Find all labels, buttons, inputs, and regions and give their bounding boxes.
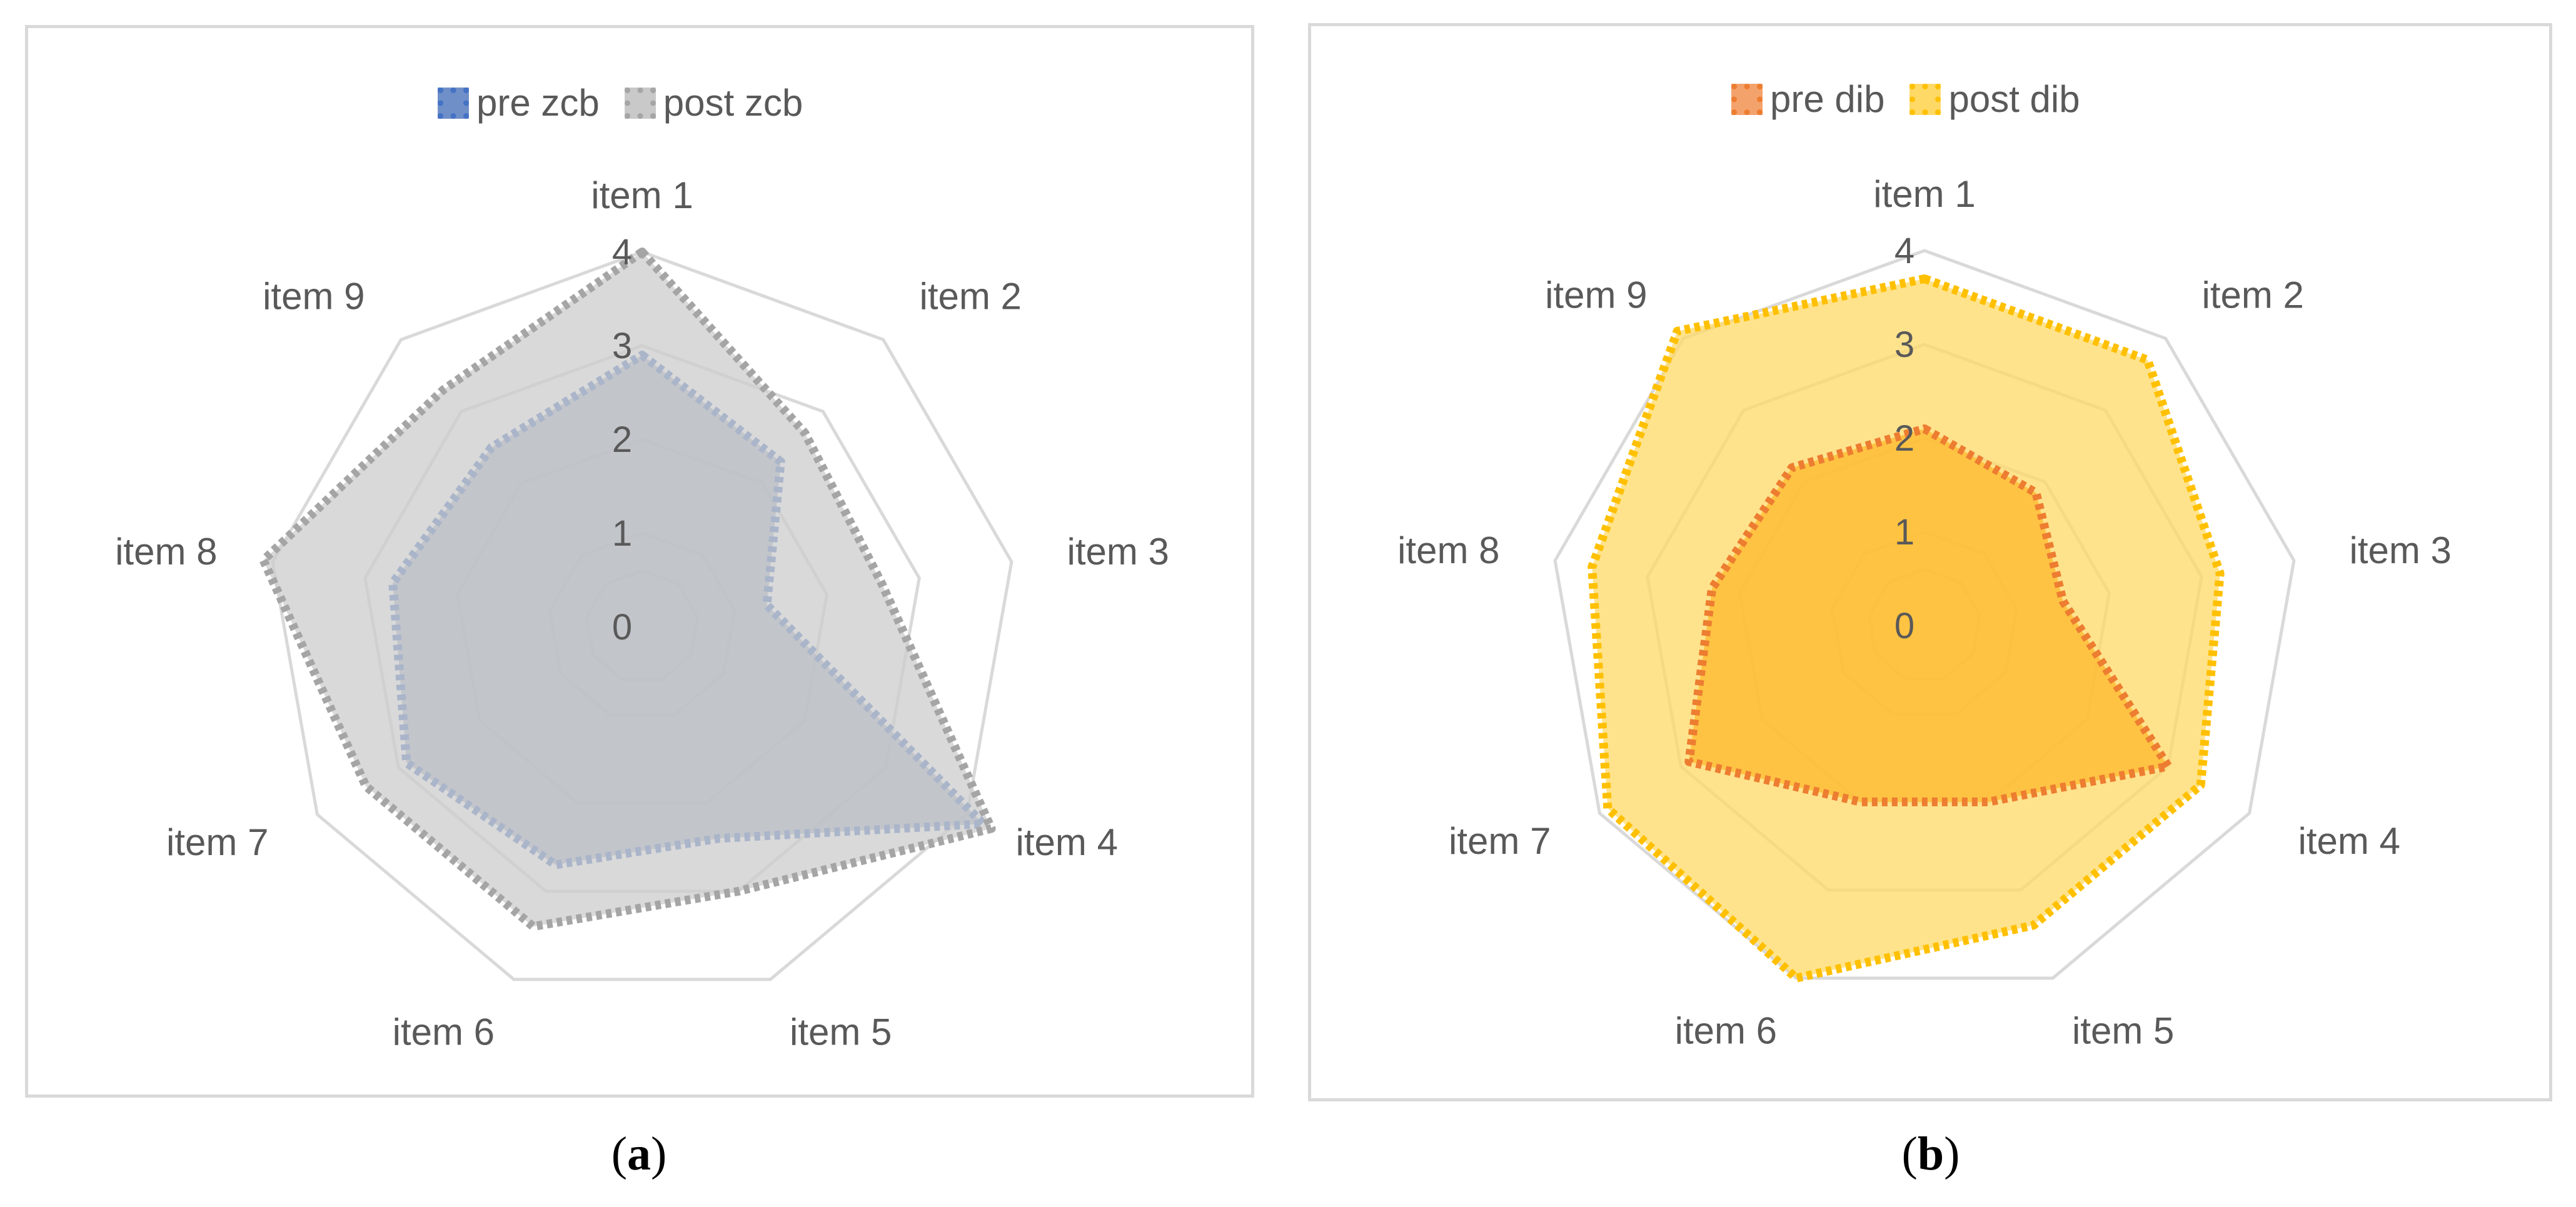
legend-label-post-dib: post dib bbox=[1948, 78, 2080, 120]
tick-label-4: 4 bbox=[612, 232, 632, 273]
grid-ring-4 bbox=[271, 250, 1014, 981]
legend-swatch-pre-dib bbox=[1731, 83, 1763, 115]
category-label-item-1: item 1 bbox=[1873, 173, 1975, 215]
series-group bbox=[1587, 274, 2225, 983]
legend-b: pre dib post dib bbox=[1731, 78, 2080, 121]
category-label-item-9: item 9 bbox=[263, 275, 365, 317]
category-label-item-7: item 7 bbox=[1449, 820, 1551, 862]
tick-label-2: 2 bbox=[612, 419, 632, 460]
category-label-item-5: item 5 bbox=[2072, 1009, 2174, 1051]
category-label-item-9: item 9 bbox=[1545, 274, 1647, 316]
category-label-item-8: item 8 bbox=[1397, 529, 1499, 571]
category-label-item-4: item 4 bbox=[1016, 821, 1118, 863]
legend-item-pre-zcb: pre zcb bbox=[438, 81, 600, 124]
category-label-item-2: item 2 bbox=[2202, 274, 2304, 316]
category-labels: item 1 item 2 item 3 item 4 item 5 item 6 item… bbox=[115, 174, 1169, 1053]
legend-item-pre-dib: pre dib bbox=[1731, 78, 1884, 121]
legend-a: pre zcb post zcb bbox=[438, 81, 803, 124]
category-label-item-4: item 4 bbox=[2298, 820, 2400, 862]
legend-swatch-pre-zcb bbox=[438, 87, 469, 119]
series-post-zcb bbox=[259, 248, 996, 931]
legend-item-post-dib: post dib bbox=[1909, 78, 2080, 121]
caption-b: (b) bbox=[1901, 1128, 1960, 1180]
caption-b-letter: b bbox=[1917, 1128, 1945, 1180]
tick-label-0: 0 bbox=[1894, 606, 1914, 646]
legend-label-post-zcb: post zcb bbox=[663, 82, 803, 124]
tick-label-4: 4 bbox=[1894, 231, 1914, 271]
tick-labels: 0 1 2 3 4 bbox=[1894, 231, 1914, 646]
category-label-item-3: item 3 bbox=[1067, 531, 1169, 573]
legend-swatch-post-zcb bbox=[624, 87, 656, 119]
category-label-item-6: item 6 bbox=[393, 1011, 495, 1053]
caption-a: (a) bbox=[611, 1128, 667, 1180]
tick-label-1: 1 bbox=[1894, 512, 1914, 553]
tick-label-1: 1 bbox=[612, 513, 632, 554]
grid-ring-4 bbox=[1553, 249, 2296, 980]
category-label-item-6: item 6 bbox=[1675, 1009, 1777, 1051]
category-labels: item 1 item 2 item 3 item 4 item 5 item 6 item… bbox=[1397, 173, 2452, 1051]
series-group bbox=[259, 248, 996, 931]
legend-swatch-post-dib bbox=[1909, 83, 1941, 115]
caption-a-letter: a bbox=[627, 1128, 651, 1180]
tick-labels: 0 1 2 3 4 bbox=[612, 232, 632, 648]
radar-panel-a: pre zcb post zcb 0 1 2 3 4 item 1 item 2 item 3… bbox=[25, 25, 1254, 1098]
category-label-item-3: item 3 bbox=[2350, 529, 2452, 571]
legend-label-pre-zcb: pre zcb bbox=[476, 82, 600, 124]
category-label-item-5: item 5 bbox=[790, 1011, 892, 1053]
legend-item-post-zcb: post zcb bbox=[624, 81, 803, 124]
category-label-item-8: item 8 bbox=[115, 531, 217, 573]
tick-label-0: 0 bbox=[612, 607, 632, 648]
series-pre-dib bbox=[1684, 424, 2173, 806]
radar-panel-b: pre dib post dib 0 1 2 3 4 item 1 item 2 item 3… bbox=[1308, 23, 2552, 1101]
tick-label-2: 2 bbox=[1894, 418, 1914, 459]
legend-label-pre-dib: pre dib bbox=[1770, 78, 1885, 120]
category-label-item-7: item 7 bbox=[166, 821, 268, 863]
tick-label-3: 3 bbox=[1894, 324, 1914, 365]
category-label-item-2: item 2 bbox=[920, 275, 1022, 317]
category-label-item-1: item 1 bbox=[591, 174, 693, 216]
tick-label-3: 3 bbox=[612, 326, 632, 366]
